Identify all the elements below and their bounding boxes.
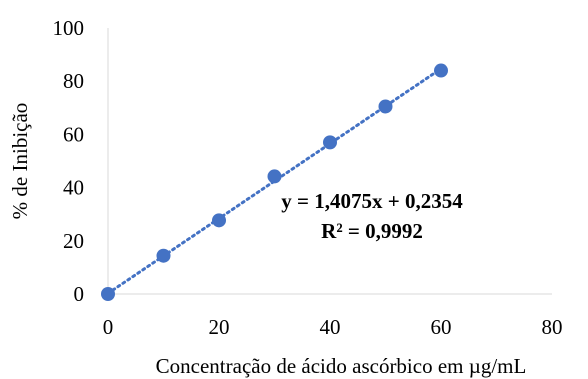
x-axis-title: Concentração de ácido ascórbico em µg/mL	[156, 354, 527, 378]
y-tick-label: 20	[63, 229, 84, 253]
x-tick-label: 20	[209, 315, 230, 339]
x-tick-label: 40	[320, 315, 341, 339]
y-tick-label: 80	[63, 69, 84, 93]
data-point	[156, 248, 171, 263]
y-tick-label: 40	[63, 176, 84, 200]
data-point	[434, 63, 448, 78]
y-axis-title: % de Inibição	[8, 103, 32, 220]
r-squared-label: R² = 0,9992	[321, 219, 423, 243]
trendline-equation: y = 1,4075x + 0,2354	[281, 189, 463, 213]
data-point	[378, 99, 393, 114]
y-tick-label: 60	[63, 122, 84, 146]
data-point	[267, 169, 282, 184]
data-point	[323, 135, 337, 150]
x-tick-label: 0	[103, 315, 114, 339]
y-tick-label: 0	[74, 282, 85, 306]
axes	[107, 28, 552, 295]
x-tick-label: 80	[542, 315, 563, 339]
data-point	[212, 213, 226, 228]
x-tick-label: 60	[431, 315, 452, 339]
x-tick-labels: 0 20 40 60 80	[103, 315, 563, 339]
data-points	[101, 63, 448, 301]
y-tick-label: 100	[53, 16, 85, 40]
data-point	[101, 287, 115, 301]
y-tick-labels: 0 20 40 60 80 100	[53, 16, 85, 306]
